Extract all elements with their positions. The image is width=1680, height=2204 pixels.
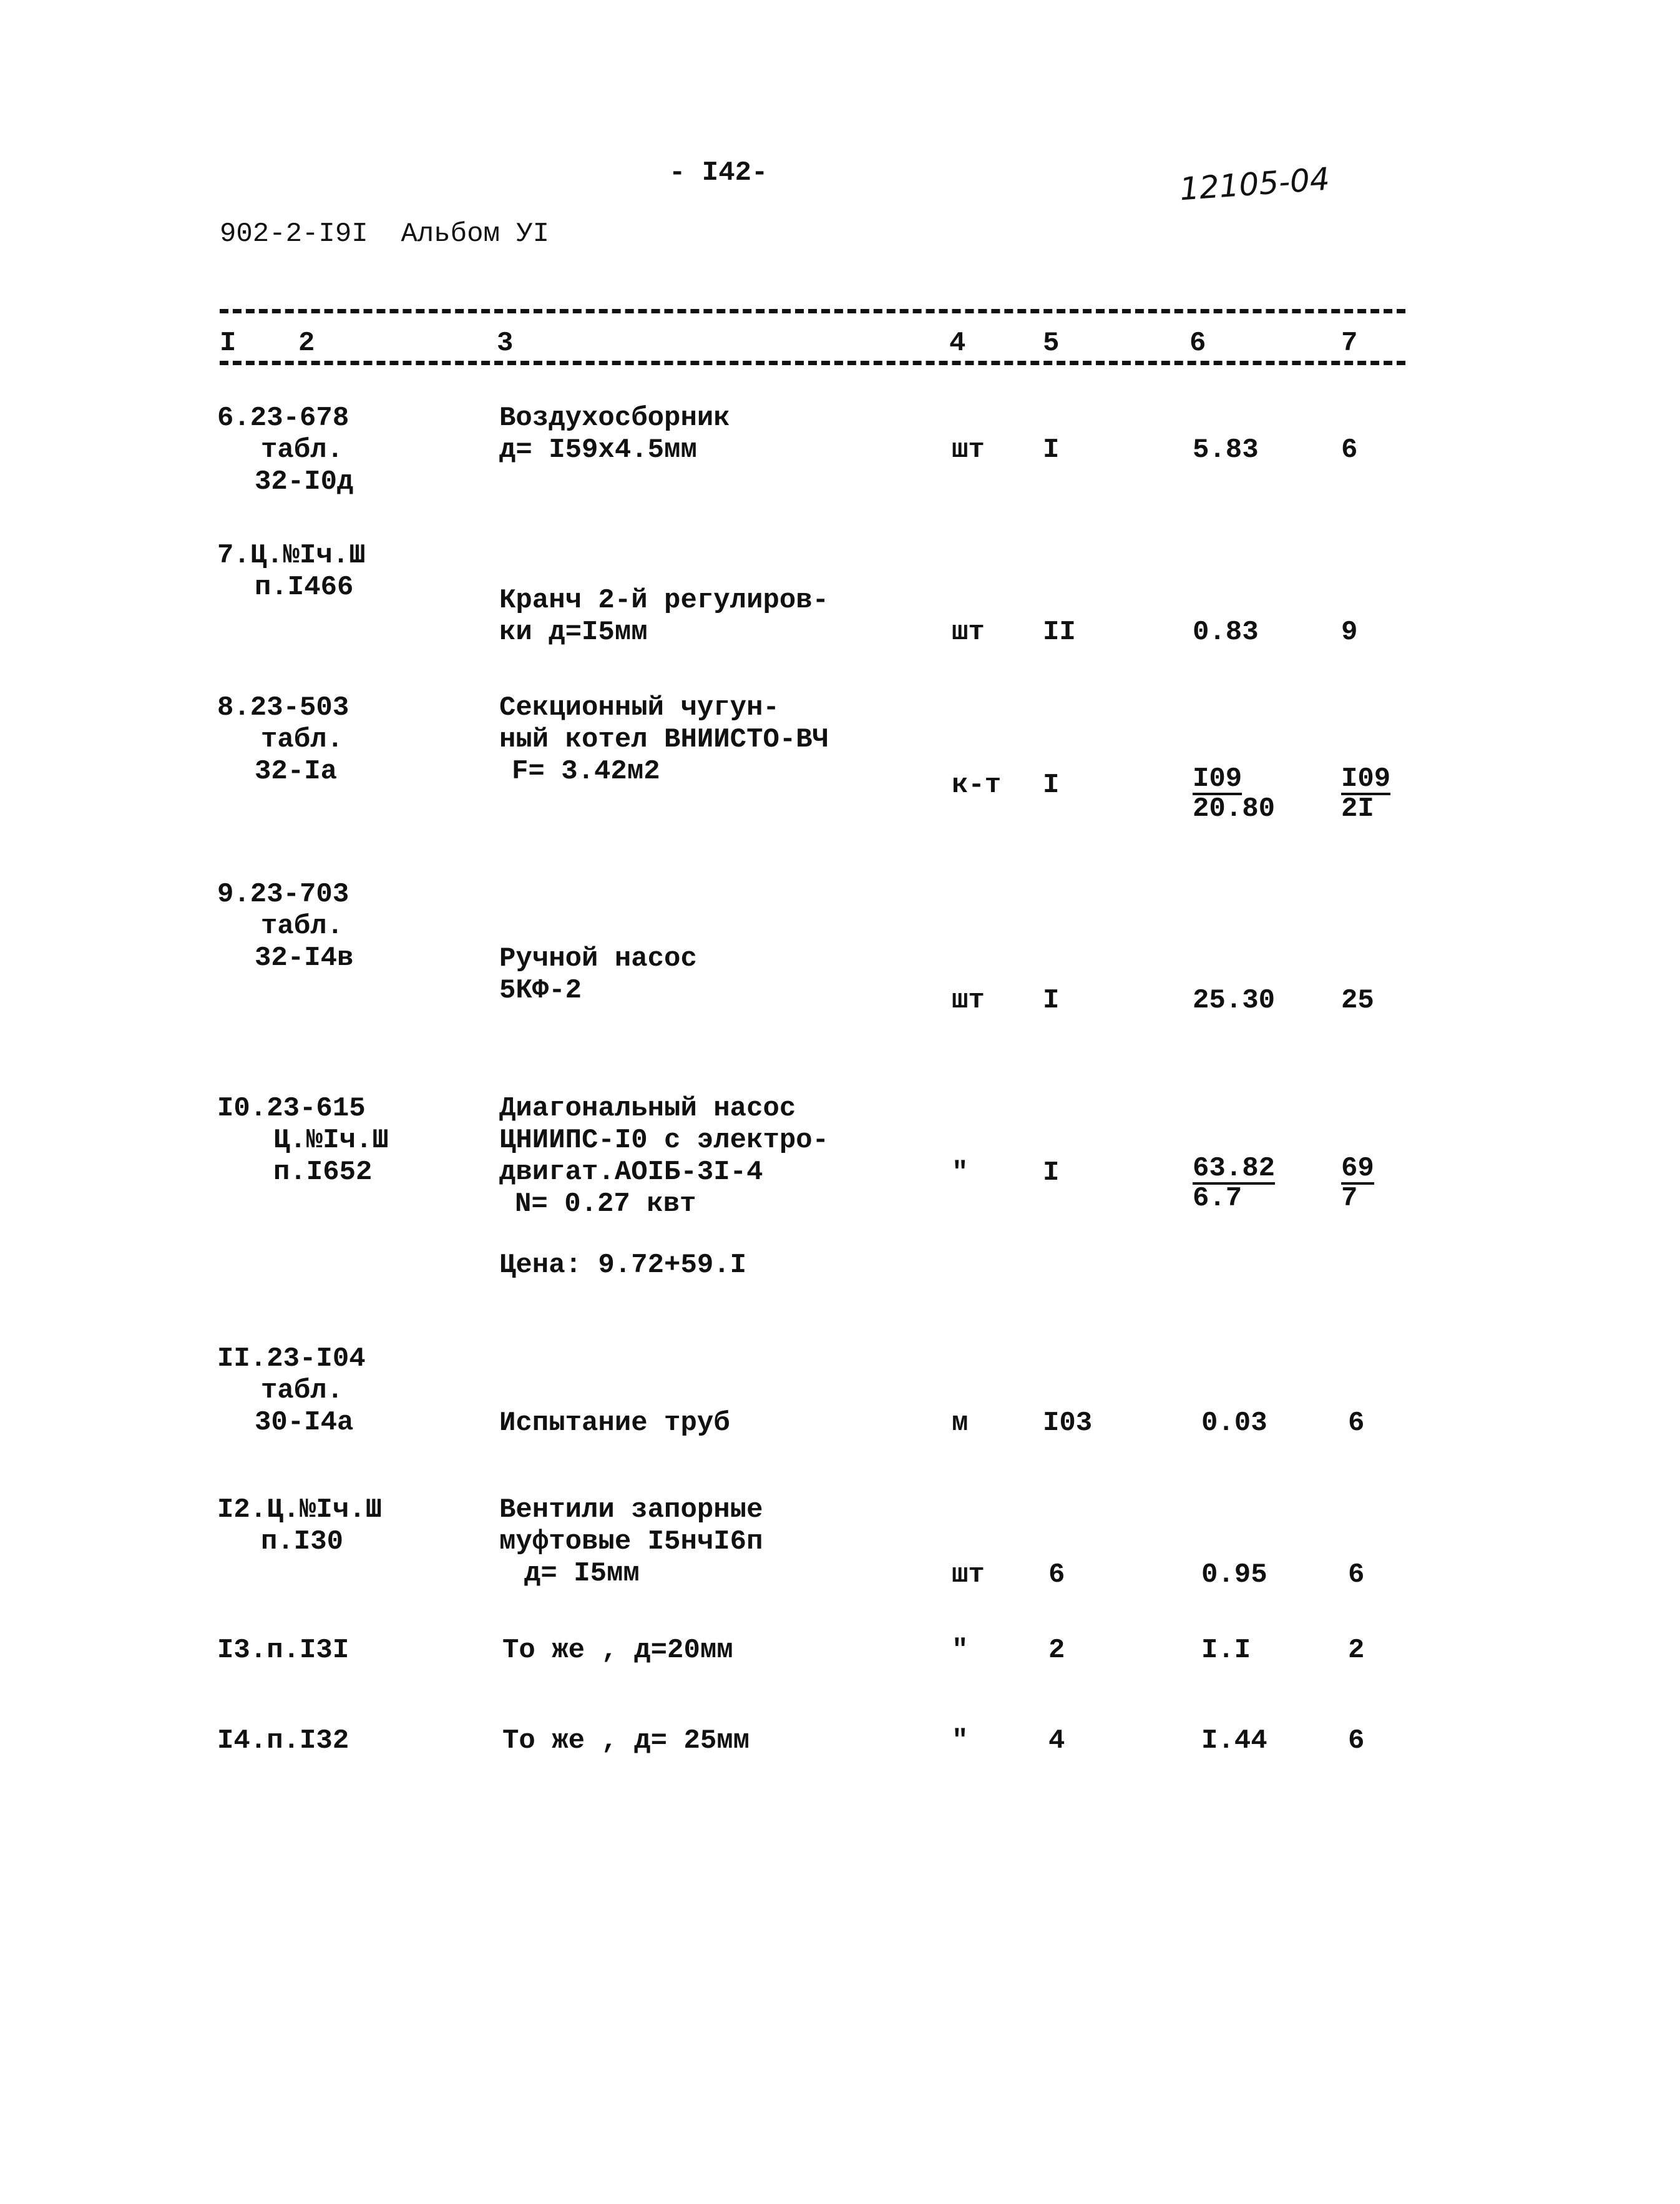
divider	[220, 309, 1405, 313]
ref: 8.23-503 табл. 32-Iа	[217, 692, 349, 787]
unit: "	[952, 1725, 969, 1756]
qty: I	[1043, 985, 1060, 1016]
unit: шт	[952, 617, 985, 648]
price: 0.95	[1201, 1559, 1267, 1590]
col-header-2: 2	[298, 328, 315, 359]
unit: "	[952, 1635, 969, 1666]
name: Диагональный насос ЦНИИПС-I0 с электро-дв…	[499, 1093, 829, 1220]
price: 0.83	[1193, 617, 1259, 648]
price: I.44	[1201, 1725, 1267, 1756]
name: То же , д=20мм	[502, 1635, 733, 1666]
total: 6	[1348, 1559, 1365, 1590]
doc-code-handwritten: 12105-04	[1178, 160, 1331, 208]
qty: 2	[1048, 1635, 1065, 1666]
total: 6	[1348, 1725, 1365, 1756]
qty: I	[1043, 434, 1060, 466]
total-fraction: 69 7	[1341, 1153, 1374, 1214]
ref: 7.Ц.№Iч.Ш п.I466	[217, 540, 366, 603]
price: I.I	[1201, 1635, 1251, 1666]
total: 9	[1341, 617, 1358, 648]
divider	[220, 361, 1405, 365]
total: 6	[1348, 1408, 1365, 1439]
col-header-4: 4	[949, 328, 966, 359]
qty: 6	[1048, 1559, 1065, 1590]
unit: шт	[952, 434, 985, 466]
unit: шт	[952, 1559, 985, 1590]
ref: 6.23-678 табл. 32-I0д	[217, 403, 354, 497]
name: Воздухосборник д= I59x4.5мм	[499, 403, 730, 466]
name: То же , д= 25мм	[502, 1725, 750, 1756]
price: 5.83	[1193, 434, 1259, 466]
album-title: 902-2-I9I Альбом УI	[220, 218, 550, 250]
col-header-5: 5	[1043, 328, 1060, 359]
total: 25	[1341, 985, 1374, 1016]
name: Вентили запорные муфтовые I5нчI6п д= I5мм	[499, 1494, 763, 1589]
price: 0.03	[1201, 1408, 1267, 1439]
total: 6	[1341, 434, 1358, 466]
qty: I	[1043, 1157, 1060, 1188]
total: 2	[1348, 1635, 1365, 1666]
qty: II	[1043, 617, 1076, 648]
qty: I	[1043, 770, 1060, 801]
qty: 4	[1048, 1725, 1065, 1756]
qty: I03	[1043, 1408, 1093, 1439]
unit: шт	[952, 985, 985, 1016]
ref: I4.п.I32	[217, 1725, 349, 1756]
ref: I2.Ц.№Iч.Ш п.I30	[217, 1494, 383, 1557]
price-note: Цена: 9.72+59.I	[499, 1250, 747, 1281]
col-header-7: 7	[1341, 328, 1358, 359]
name: Секционный чугун-ный котел ВНИИСТО-ВЧ F= …	[499, 692, 829, 787]
col-header-1: I	[220, 328, 237, 359]
ref: II.23-I04 табл. 30-I4а	[217, 1343, 366, 1438]
unit: к-т	[952, 770, 1002, 801]
page-number: - I42-	[669, 157, 768, 189]
col-header-3: 3	[497, 328, 514, 359]
ref: I0.23-615 Ц.№Iч.Ш п.I652	[217, 1093, 389, 1188]
name: Кранч 2-й регулиров-ки д=I5мм	[499, 585, 829, 648]
total-fraction: I09 2I	[1341, 763, 1391, 825]
price-fraction: I09 20.80	[1193, 763, 1276, 825]
unit: м	[952, 1408, 969, 1439]
price: 25.30	[1193, 985, 1276, 1016]
unit: "	[952, 1157, 969, 1188]
col-header-6: 6	[1189, 328, 1206, 359]
ref: 9.23-703 табл. 32-I4в	[217, 879, 354, 974]
ref: I3.п.I3I	[217, 1635, 349, 1666]
name: Ручной насос 5КФ-2	[499, 943, 697, 1006]
price-fraction: 63.82 6.7	[1193, 1153, 1276, 1214]
name: Испытание труб	[499, 1408, 730, 1439]
